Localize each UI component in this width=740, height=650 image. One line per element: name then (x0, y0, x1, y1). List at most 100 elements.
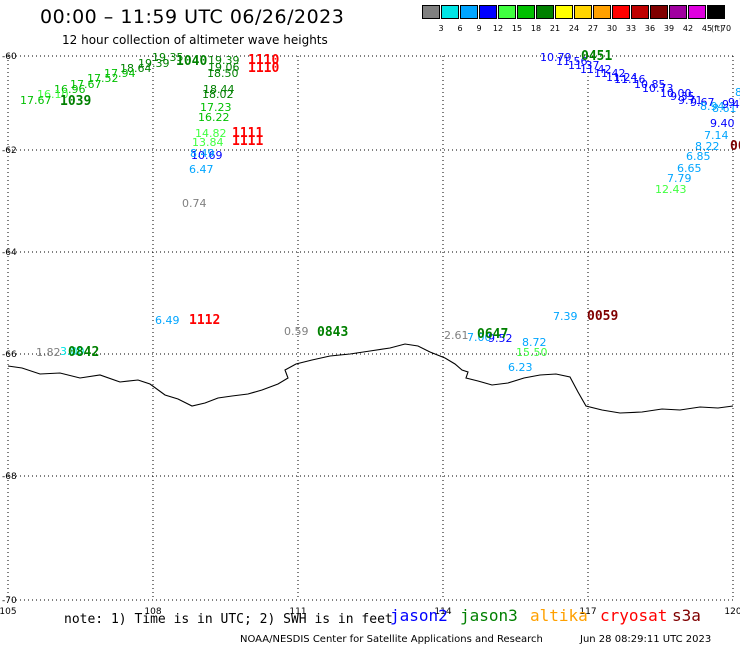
wave-height-label: 11.37 (568, 59, 600, 72)
pass-time-label: 0647 (477, 327, 508, 342)
pass-time-label: 1111 (232, 126, 263, 141)
legend-level: 12 (492, 24, 504, 33)
wave-height-label: 11.42 (594, 67, 626, 80)
wave-height-label: 17.67 (20, 94, 52, 107)
wave-height-label: 19.35 (152, 51, 184, 64)
legend-level: 39 (663, 24, 675, 33)
wave-height-label: 18.02 (202, 88, 234, 101)
legend-level: 18 (530, 24, 542, 33)
wave-height-label: 8.9 (735, 86, 740, 99)
legend-level: 45 (701, 24, 713, 33)
wave-height-label: 8.22 (695, 140, 720, 153)
generated-timestamp: Jun 28 08:29:11 UTC 2023 (580, 634, 712, 645)
satellite-jason3: jason3 (460, 606, 518, 625)
wave-height-label: 17.23 (200, 101, 232, 114)
legend-level: 42 (682, 24, 694, 33)
lon-label: 108 (144, 607, 161, 617)
legend-level: 70 (720, 24, 732, 33)
wave-height-label: 8.94 (700, 100, 725, 113)
lat-label: -70 (2, 596, 17, 606)
legend-swatch (669, 5, 687, 19)
units-note: note: 1) Time is in UTC; 2) SWH is in fe… (64, 612, 393, 627)
wave-height-label: 9.71 (678, 94, 703, 107)
legend-swatch (460, 5, 478, 19)
legend-swatch (441, 5, 459, 19)
pass-time-label: 0451 (581, 49, 612, 64)
legend-level: 33 (625, 24, 637, 33)
map-title: 00:00 – 11:59 UTC 06/26/2023 (40, 6, 345, 28)
legend-swatch (593, 5, 611, 19)
pass-time-label: 1040 (176, 54, 207, 69)
wave-height-label: 7.39 (553, 310, 578, 323)
wave-height-label: 16.96 (54, 83, 86, 96)
wave-height-label: 11.42 (580, 63, 612, 76)
wave-height-label: 11.24 (606, 71, 638, 84)
wave-height-label: 3.00 (60, 345, 85, 358)
legend-level: 6 (457, 24, 463, 33)
legend-swatch (479, 5, 497, 19)
legend-level: 9 (476, 24, 482, 33)
lon-label: 120 (724, 607, 740, 617)
coastline-path (7, 343, 734, 414)
wave-height-label: 17.67 (70, 78, 102, 91)
wave-height-label: 0.74 (182, 197, 207, 210)
lon-label: 117 (579, 607, 596, 617)
pass-time-label: 0842 (68, 345, 99, 360)
lat-label: -60 (2, 52, 17, 62)
legend-swatch (498, 5, 516, 19)
wave-height-label: 16.22 (198, 111, 230, 124)
wave-height-label: 7.79 (667, 172, 692, 185)
wave-height-label: 6.85 (686, 150, 711, 163)
lon-label: 111 (289, 607, 306, 617)
legend-swatch (555, 5, 573, 19)
antarctic-coastline (7, 343, 734, 414)
pass-time-label: 1112 (189, 313, 220, 328)
legend-unit: (ft) (711, 24, 724, 33)
wave-height-label: 9.40 (710, 117, 735, 130)
wave-height-label: 10.85 (634, 78, 666, 91)
legend-level: 21 (549, 24, 561, 33)
legend-swatch (688, 5, 706, 19)
wave-height-label: 10.00 (660, 87, 692, 100)
legend-swatch (631, 5, 649, 19)
legend-swatch (422, 5, 440, 19)
pass-time-label: 1110 (248, 61, 279, 76)
wave-height-label: 18.64 (120, 62, 152, 75)
wave-height-label: 8.61 (712, 102, 737, 115)
pass-time-label: 1110 (248, 53, 279, 68)
wave-height-label: 10.73 (642, 82, 674, 95)
wave-height-label: 13.84 (192, 136, 224, 149)
legend-level: 36 (644, 24, 656, 33)
axis-labels: 105 108 111 114 117 120 -60 -62 -64 -66 -68 -70 (0, 52, 740, 617)
legend-level: 27 (587, 24, 599, 33)
wave-height-label: 16.10 (37, 88, 69, 101)
lat-label: -64 (2, 248, 17, 258)
lat-lon-grid (7, 55, 734, 601)
pass-time-label: 00 (730, 139, 740, 154)
legend-swatch (574, 5, 592, 19)
wave-height-label: 14.82 (195, 127, 227, 140)
legend-swatch (707, 5, 725, 19)
wave-height-label: 6.47 (189, 163, 214, 176)
legend-level: 15 (511, 24, 523, 33)
lat-label: -62 (2, 146, 17, 156)
wave-height-label: 10.79 (540, 51, 572, 64)
wave-height-label: 7.14 (704, 129, 729, 142)
lon-label: 105 (0, 607, 17, 617)
legend-level: 30 (606, 24, 618, 33)
wave-height-label: 2.61 (444, 329, 469, 342)
wave-height-label: 18.50 (207, 67, 239, 80)
wave-height-label: 6.65 (677, 162, 702, 175)
satellite-cryosat: cryosat (600, 606, 668, 625)
credit-line: NOAA/NESDIS Center for Satellite Applica… (240, 634, 543, 645)
wave-height-label: 15.50 (516, 346, 548, 359)
wave-height-label: 11.56 (556, 55, 588, 68)
legend-swatch (612, 5, 630, 19)
wave-height-label: 17.52 (87, 72, 119, 85)
pass-time-label: 1111 (232, 134, 263, 149)
wave-height-label: 17.94 (104, 67, 136, 80)
pass-time-label: 1039 (60, 94, 91, 109)
wave-height-label: 9.35 (670, 90, 695, 103)
wave-height-label: 8.72 (522, 336, 547, 349)
lat-label: -66 (2, 350, 17, 360)
